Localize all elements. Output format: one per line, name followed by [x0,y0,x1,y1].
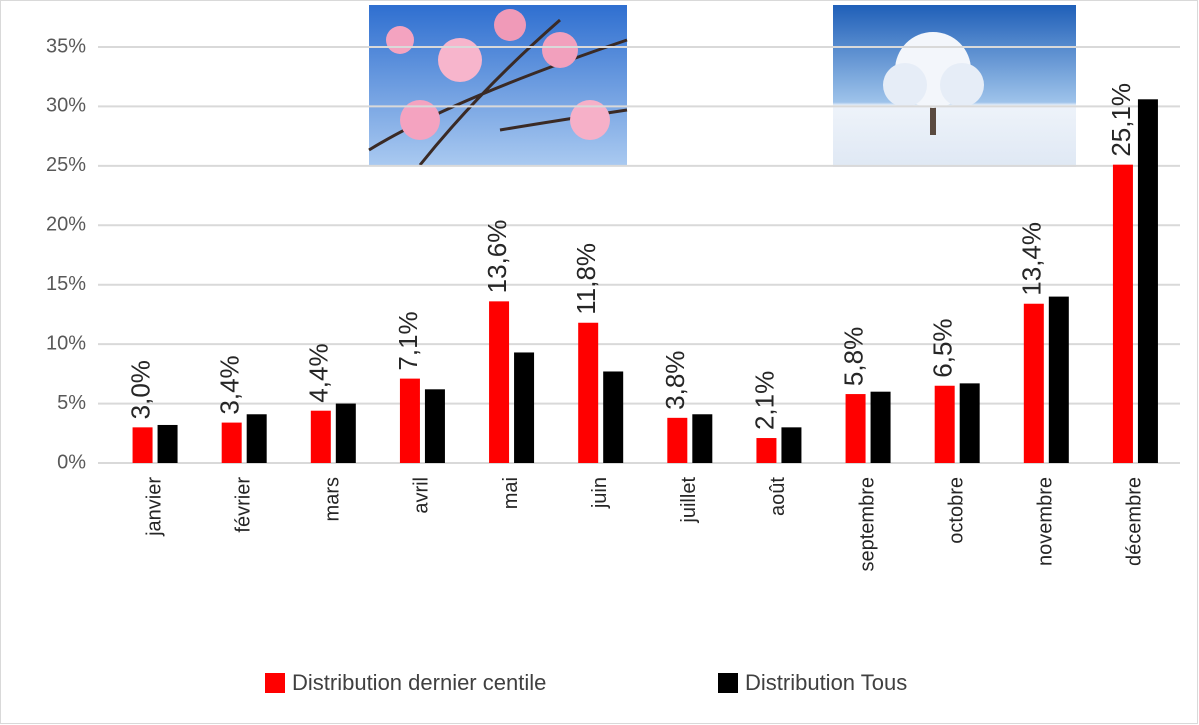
y-tick-label: 25% [46,154,86,176]
bar [578,322,599,463]
data-label: 13,6% [482,220,512,294]
y-tick-label: 35% [46,35,86,57]
bar [399,378,420,463]
x-tick-label: mars [322,477,344,521]
bar [335,403,356,463]
x-tick-label: mai [500,477,522,509]
x-tick-label: juin [589,477,611,509]
data-label: 7,1% [393,311,423,370]
legend-label: Distribution Tous [745,670,907,695]
bar [959,383,980,463]
bar [157,424,178,463]
bar [132,427,153,463]
data-label: 2,1% [749,371,779,430]
x-tick-label: décembre [1124,477,1146,566]
bar [756,438,777,463]
bar [1137,99,1158,463]
legend-label: Distribution dernier centile [292,670,546,695]
bar [692,414,713,463]
data-label: 6,5% [928,318,958,377]
legend-swatch [718,673,738,693]
data-label: 13,4% [1017,222,1047,296]
bar [514,352,535,463]
x-tick-label: octobre [945,477,967,544]
y-tick-label: 5% [57,392,86,414]
data-label: 3,8% [660,351,690,410]
x-tick-label: septembre [856,477,878,572]
bar [667,417,688,463]
y-tick-label: 20% [46,214,86,236]
legend: Distribution dernier centile Distributio… [265,670,907,695]
data-label: 5,8% [838,327,868,386]
bar [934,385,955,463]
x-tick-label: février [232,477,254,533]
data-label: 11,8% [571,243,601,315]
bar [221,422,242,463]
y-tick-label: 15% [46,273,86,295]
x-tick-label: janvier [143,477,165,537]
bar [1023,303,1044,463]
data-label: 4,4% [304,343,334,402]
bar [310,410,331,463]
bar [424,389,445,463]
y-tick-label: 0% [57,451,86,473]
bar [246,414,267,463]
bar [870,391,891,463]
x-tick-label: août [767,477,789,516]
winter-image [833,5,1076,167]
bar [603,371,624,463]
x-tick-label: avril [411,477,433,514]
y-tick-label: 10% [46,332,86,354]
spring-image [368,5,628,166]
legend-swatch [265,673,285,693]
y-tick-label: 30% [46,95,86,117]
x-tick-label: novembre [1035,477,1057,566]
bar [781,427,802,463]
bar [845,394,866,463]
bar [1048,296,1069,463]
bar [1112,164,1133,463]
bar [489,301,510,463]
data-label: 3,4% [215,355,245,414]
x-tick-label: juillet [678,477,700,524]
data-label: 25,1% [1106,83,1136,157]
data-label: 3,0% [125,360,155,419]
